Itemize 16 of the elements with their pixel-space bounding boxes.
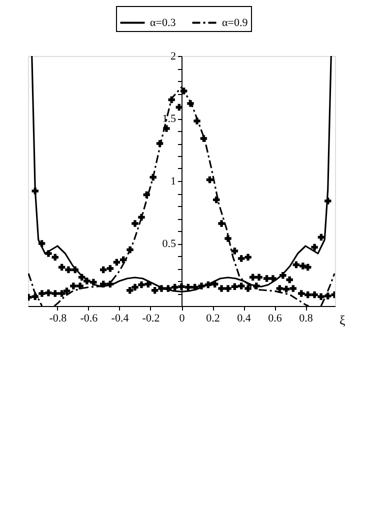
y-tick-label: 0.5 — [162, 238, 176, 250]
x-tick-label: -0.8 — [49, 312, 68, 324]
x-tick-label: 0.2 — [206, 312, 220, 324]
x-tick-label: 0.4 — [237, 312, 252, 324]
y-tick-label: 2 — [170, 50, 176, 62]
x-axis-title: ξ — [340, 312, 346, 328]
y-tick-label: 1.5 — [162, 113, 176, 125]
legend-label: α=0.9 — [222, 16, 248, 29]
x-tick-label: 0.6 — [268, 312, 282, 324]
x-tick-label: -0.6 — [80, 312, 98, 324]
x-tick-label: 0 — [179, 312, 186, 324]
x-tick-label: -0.2 — [142, 312, 160, 324]
y-tick-label: 1 — [170, 176, 176, 188]
x-tick-label: -0.4 — [111, 312, 130, 324]
legend-label: α=0.3 — [150, 16, 176, 29]
x-tick-label: 0.8 — [299, 312, 314, 324]
